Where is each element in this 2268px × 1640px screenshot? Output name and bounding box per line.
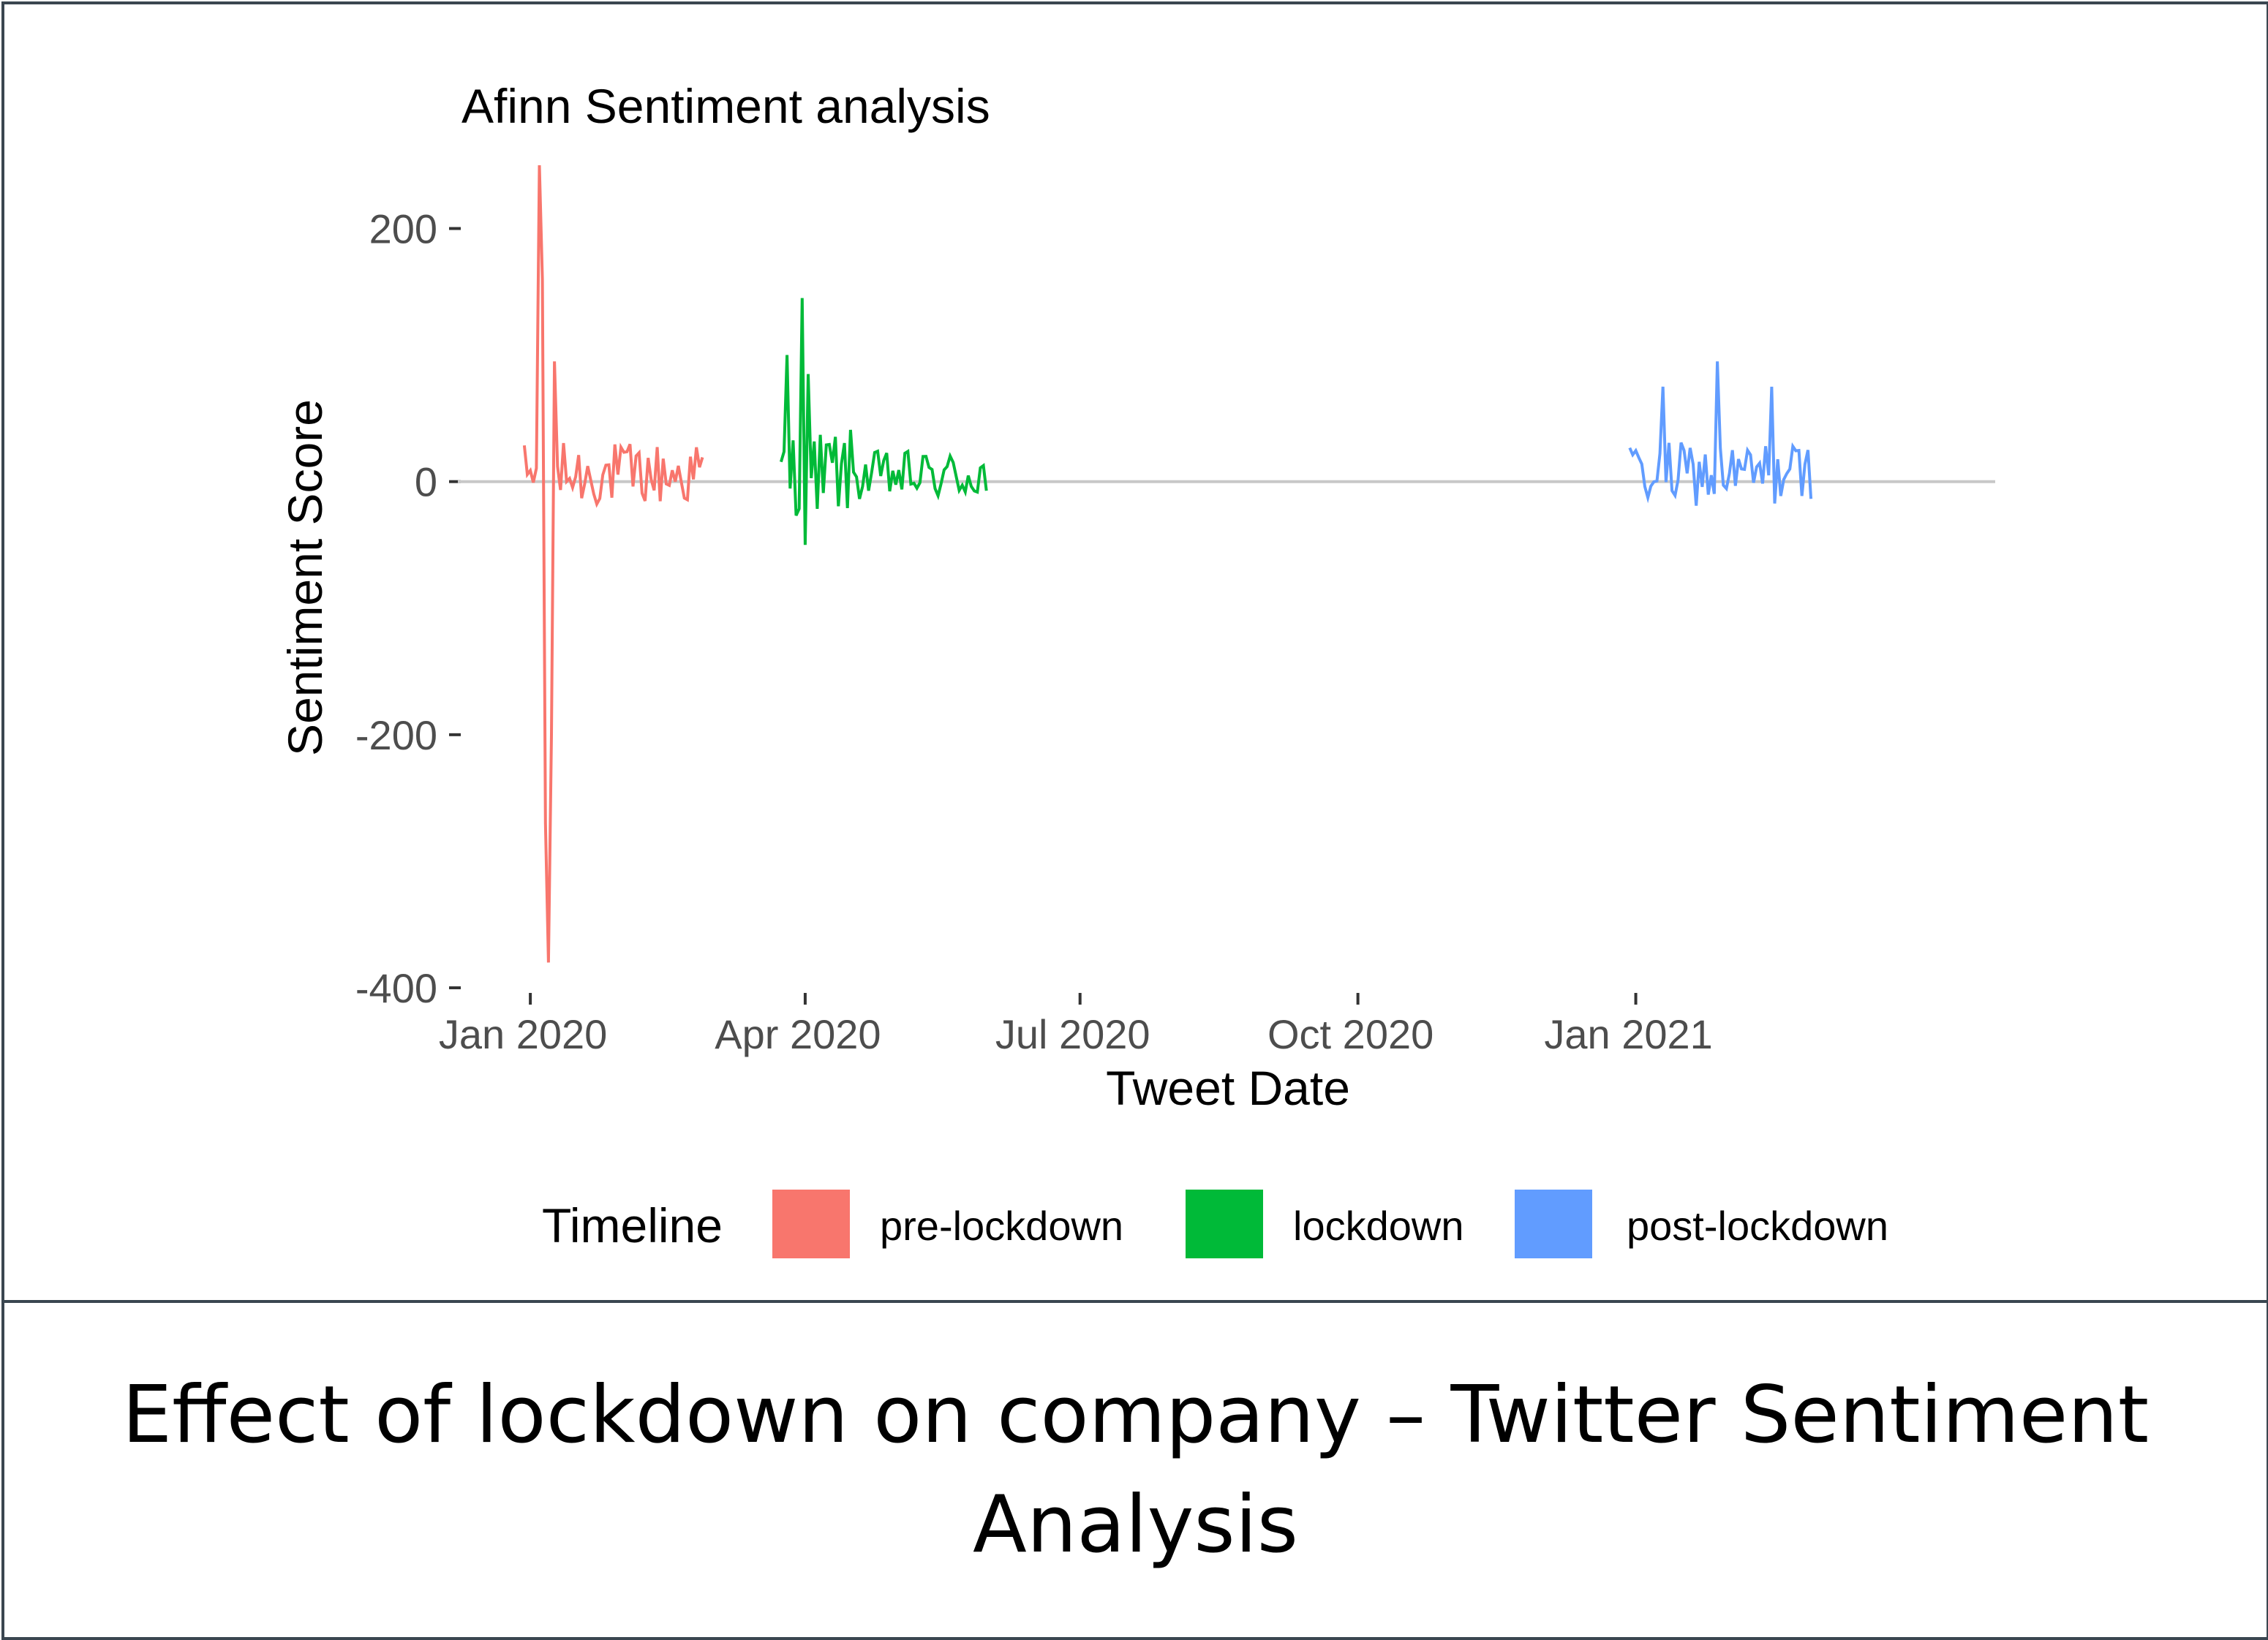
legend: Timeline pre-lockdown lockdown post-lockdo…	[542, 1190, 1888, 1258]
series-post-lockdown	[1630, 361, 1811, 505]
legend-label: pre-lockdown	[880, 1203, 1123, 1249]
x-tick-label: Jan 2021	[1544, 1011, 1712, 1057]
figure-caption: Effect of lockdown on company – Twitter …	[75, 1361, 2196, 1580]
x-tick-label: Jan 2020	[439, 1011, 607, 1057]
y-axis: 200 0 -200 -400	[355, 206, 461, 1011]
legend-label: post-lockdown	[1627, 1203, 1888, 1249]
y-tick-label: 0	[415, 459, 437, 505]
y-tick-label: -200	[355, 712, 437, 758]
series-lockdown	[781, 298, 987, 545]
series-layer	[524, 165, 1811, 962]
series-line-lockdown	[781, 298, 987, 545]
series-line-post-lockdown	[1630, 361, 1811, 505]
legend-key-post-lockdown	[1515, 1190, 1592, 1258]
series-line-pre-lockdown	[524, 165, 703, 962]
chart-title: Afinn Sentiment analysis	[461, 79, 990, 133]
x-tick-label: Apr 2020	[715, 1011, 881, 1057]
caption-box: Effect of lockdown on company – Twitter …	[4, 1300, 2267, 1637]
chart-area: Afinn Sentiment analysis 200 0 -200 -400 Ja…	[4, 4, 2267, 1300]
sentiment-chart: Afinn Sentiment analysis 200 0 -200 -400 Ja…	[4, 4, 2267, 1300]
x-tick-label: Oct 2020	[1267, 1011, 1433, 1057]
legend-title: Timeline	[542, 1198, 723, 1252]
x-axis-title: Tweet Date	[1106, 1061, 1350, 1115]
x-axis: Jan 2020 Apr 2020 Jul 2020 Oct 2020 Jan 2021	[439, 993, 1713, 1057]
y-tick-label: 200	[369, 206, 437, 252]
legend-key-lockdown	[1186, 1190, 1263, 1258]
series-pre-lockdown	[524, 165, 703, 962]
legend-key-pre-lockdown	[772, 1190, 850, 1258]
legend-label: lockdown	[1293, 1203, 1463, 1249]
y-tick-label: -400	[355, 965, 437, 1011]
x-tick-label: Jul 2020	[995, 1011, 1150, 1057]
y-axis-title: Sentiment Score	[278, 399, 332, 756]
